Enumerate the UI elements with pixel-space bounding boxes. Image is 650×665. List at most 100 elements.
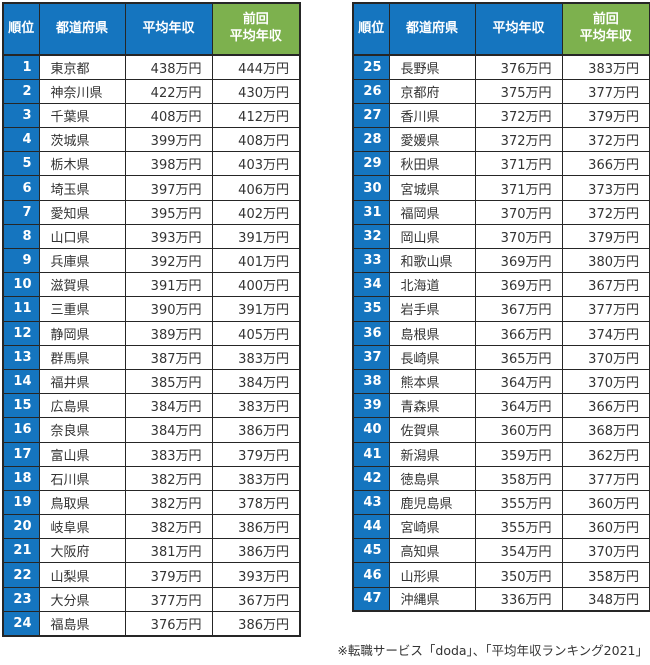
header-row: 順位 都道府県 平均年収 前回 平均年収 [2,2,301,56]
table-row: 25 長野県 376万円 383万円 [352,54,650,80]
table-row: 44 宮崎県 355万円 360万円 [352,514,650,540]
average-income-cell: 364万円 [474,393,563,419]
table-row: 8 山口県 393万円 391万円 [2,223,301,250]
table-row: 16 奈良県 384万円 386万円 [2,417,301,443]
ranking-table-right-wrap: 順位 都道府県 平均年収 前回 平均年収 25 長野県 376万円 383万円 26 京都… [352,2,650,613]
average-income-cell: 375万円 [474,78,563,104]
previous-income-cell: 384万円 [211,368,301,395]
average-income-cell: 366万円 [474,320,563,346]
table-row: 43 鹿児島県 355万円 360万円 [352,489,650,516]
prefecture-cell: 徳島県 [388,465,476,491]
header-rank: 順位 [352,2,390,56]
previous-income-cell: 391万円 [211,223,301,250]
previous-income-cell: 358万円 [561,562,650,588]
rank-cell: 15 [2,393,40,419]
previous-income-cell: 383万円 [211,465,301,491]
average-income-cell: 354万円 [474,538,563,564]
average-income-cell: 376万円 [474,54,563,80]
rank-cell: 37 [352,344,390,370]
average-income-cell: 370万円 [474,199,563,225]
table-row: 1 東京都 438万円 444万円 [2,54,301,80]
rank-cell: 44 [352,514,390,540]
average-income-cell: 364万円 [474,368,563,395]
prefecture-cell: 富山県 [38,441,126,467]
previous-income-cell: 372万円 [561,127,650,153]
average-income-cell: 398万円 [124,151,213,177]
prefecture-cell: 茨城県 [38,127,126,153]
rank-cell: 35 [352,296,390,322]
previous-income-cell: 408万円 [211,127,301,153]
average-income-cell: 350万円 [474,562,563,588]
average-income-cell: 397万円 [124,175,213,201]
prefecture-cell: 岩手県 [388,296,476,322]
header-average-income: 平均年収 [474,2,563,56]
previous-income-cell: 379万円 [211,441,301,467]
prefecture-cell: 秋田県 [388,151,476,177]
rank-cell: 42 [352,465,390,491]
prefecture-cell: 福井県 [38,368,126,395]
rank-cell: 30 [352,175,390,201]
prefecture-cell: 滋賀県 [38,272,126,298]
average-income-cell: 372万円 [474,127,563,153]
prefecture-cell: 高知県 [388,538,476,564]
average-income-cell: 355万円 [474,514,563,540]
table-row: 31 福岡県 370万円 372万円 [352,199,650,225]
table-row: 30 宮城県 371万円 373万円 [352,175,650,201]
prefecture-cell: 東京都 [38,54,126,80]
previous-income-cell: 386万円 [211,417,301,443]
prefecture-cell: 山形県 [388,562,476,588]
prefecture-cell: 北海道 [388,272,476,298]
average-income-cell: 438万円 [124,54,213,80]
rank-cell: 5 [2,151,40,177]
previous-income-cell: 367万円 [561,272,650,298]
prefecture-cell: 和歌山県 [388,247,476,274]
table-row: 19 鳥取県 382万円 378万円 [2,489,301,516]
previous-income-cell: 383万円 [211,393,301,419]
table-row: 12 静岡県 389万円 405万円 [2,320,301,346]
average-income-cell: 372万円 [474,102,563,129]
rank-cell: 13 [2,344,40,370]
table-row: 6 埼玉県 397万円 406万円 [2,175,301,201]
previous-income-cell: 360万円 [561,489,650,516]
header-previous-average-income: 前回 平均年収 [211,2,301,56]
prefecture-cell: 岐阜県 [38,514,126,540]
average-income-cell: 387万円 [124,344,213,370]
rank-cell: 2 [2,78,40,104]
prefecture-cell: 長崎県 [388,344,476,370]
previous-income-cell: 401万円 [211,247,301,274]
prefecture-cell: 千葉県 [38,102,126,129]
rank-cell: 22 [2,562,40,588]
table-row: 38 熊本県 364万円 370万円 [352,368,650,395]
prefecture-cell: 長野県 [388,54,476,80]
table-row: 28 愛媛県 372万円 372万円 [352,127,650,153]
rank-cell: 14 [2,368,40,395]
table-row: 2 神奈川県 422万円 430万円 [2,78,301,104]
ranking-table-left-wrap: 順位 都道府県 平均年収 前回 平均年収 1 東京都 438万円 444万円 2 神奈川県… [2,2,301,637]
rank-cell: 11 [2,296,40,322]
previous-income-cell: 380万円 [561,247,650,274]
rank-cell: 43 [352,489,390,516]
rank-cell: 32 [352,223,390,250]
rank-cell: 45 [352,538,390,564]
rank-cell: 36 [352,320,390,346]
rank-cell: 29 [352,151,390,177]
rank-cell: 27 [352,102,390,129]
table-row: 18 石川県 382万円 383万円 [2,465,301,491]
table-row: 23 大分県 377万円 367万円 [2,586,301,612]
table-row: 10 滋賀県 391万円 400万円 [2,272,301,298]
previous-income-cell: 393万円 [211,562,301,588]
table-body-right: 25 長野県 376万円 383万円 26 京都府 375万円 377万円 27 香川県 372万円… [352,54,650,612]
average-income-cell: 370万円 [474,223,563,250]
rank-cell: 23 [2,586,40,612]
average-income-cell: 371万円 [474,151,563,177]
table-row: 3 千葉県 408万円 412万円 [2,102,301,129]
previous-income-cell: 383万円 [211,344,301,370]
previous-income-cell: 406万円 [211,175,301,201]
average-income-cell: 392万円 [124,247,213,274]
table-row: 39 青森県 364万円 366万円 [352,393,650,419]
average-income-cell: 422万円 [124,78,213,104]
prefecture-cell: 埼玉県 [38,175,126,201]
rank-cell: 6 [2,175,40,201]
table-row: 45 高知県 354万円 370万円 [352,538,650,564]
